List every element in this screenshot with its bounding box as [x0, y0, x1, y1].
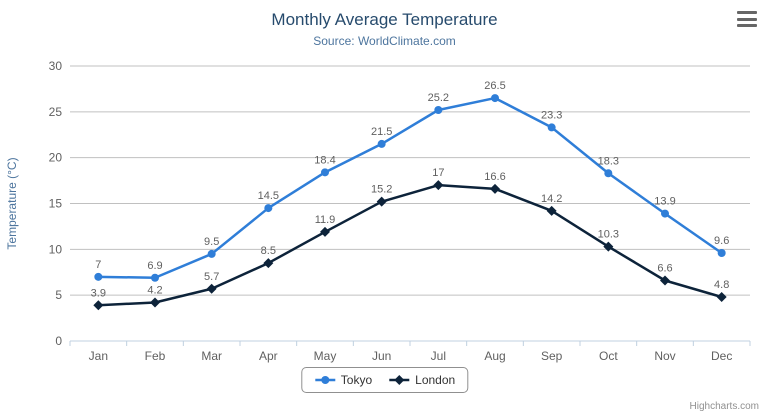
- series-line-london: [97, 183, 723, 307]
- x-axis-tick-label: Sep: [541, 349, 563, 363]
- data-point-tokyo[interactable]: [717, 249, 726, 257]
- data-point-tokyo[interactable]: [94, 272, 103, 281]
- y-axis-tick-label: 25: [49, 105, 63, 119]
- data-label: 14.2: [541, 193, 562, 205]
- legend-item-tokyo[interactable]: Tokyo: [314, 373, 372, 387]
- data-label: 4.2: [147, 285, 162, 297]
- x-axis-tick-label: Dec: [711, 349, 732, 363]
- y-axis-tick-label: 15: [49, 197, 63, 211]
- data-label: 17: [432, 167, 444, 179]
- data-point-london[interactable]: [603, 241, 614, 252]
- data-label: 18.3: [598, 155, 619, 167]
- data-point-london[interactable]: [206, 283, 217, 294]
- y-axis-tick-label: 20: [49, 151, 63, 165]
- diamond-marker-icon: [389, 375, 410, 385]
- data-label: 7: [95, 259, 101, 271]
- hamburger-icon: [737, 11, 757, 14]
- data-label: 26.5: [484, 80, 505, 92]
- circle-marker-icon: [314, 376, 335, 384]
- data-point-tokyo[interactable]: [377, 139, 386, 148]
- data-label: 13.9: [654, 196, 675, 208]
- data-label: 9.6: [714, 235, 729, 247]
- data-label: 23.3: [541, 109, 562, 121]
- data-point-tokyo[interactable]: [434, 106, 443, 114]
- data-point-tokyo[interactable]: [151, 273, 159, 282]
- legend-item-london[interactable]: London: [388, 373, 455, 387]
- x-axis-tick-label: Apr: [259, 349, 278, 363]
- chart-title: Monthly Average Temperature: [271, 10, 498, 29]
- data-point-tokyo[interactable]: [547, 123, 556, 132]
- x-axis-tick-label: Jul: [431, 349, 446, 363]
- y-axis-tick-label: 10: [49, 242, 63, 256]
- data-label: 16.6: [484, 171, 505, 183]
- data-point-london[interactable]: [546, 205, 557, 216]
- hamburger-icon: [737, 24, 757, 27]
- data-point-london[interactable]: [93, 300, 104, 311]
- data-label: 14.5: [258, 190, 279, 202]
- data-label: 10.3: [598, 229, 619, 241]
- legend-label: Tokyo: [340, 373, 373, 387]
- credits-link[interactable]: Highcharts.com: [689, 401, 759, 412]
- data-point-tokyo[interactable]: [264, 204, 273, 213]
- data-label: 6.9: [147, 260, 162, 272]
- y-axis-tick-label: 0: [55, 334, 62, 348]
- data-label: 18.4: [314, 154, 335, 166]
- data-label: 5.7: [204, 271, 219, 283]
- y-axis-tick-label: 30: [49, 59, 63, 73]
- x-axis-tick-label: Mar: [201, 349, 222, 363]
- data-label: 15.2: [371, 184, 392, 196]
- x-axis-tick-label: Jan: [89, 349, 108, 363]
- x-axis-tick-label: May: [314, 349, 337, 363]
- y-axis-tick-label: 5: [55, 288, 62, 302]
- legend: Tokyo London: [300, 367, 469, 393]
- series-line-tokyo: [97, 96, 723, 279]
- data-point-tokyo[interactable]: [604, 169, 613, 178]
- data-label: 21.5: [371, 126, 392, 138]
- chart-subtitle: Source: WorldClimate.com: [313, 34, 456, 48]
- x-axis-tick-label: Nov: [654, 349, 675, 363]
- x-axis-tick-label: Jun: [372, 349, 391, 363]
- data-label: 3.9: [91, 287, 106, 299]
- data-point-tokyo[interactable]: [491, 94, 499, 103]
- data-label: 8.5: [261, 245, 276, 257]
- data-point-london[interactable]: [490, 183, 500, 194]
- data-point-london[interactable]: [320, 226, 330, 237]
- data-point-london[interactable]: [433, 180, 444, 191]
- data-point-tokyo[interactable]: [661, 209, 669, 218]
- legend-label: London: [415, 373, 456, 387]
- data-point-london[interactable]: [263, 258, 274, 269]
- data-point-london[interactable]: [150, 297, 160, 308]
- x-axis-tick-label: Feb: [145, 349, 166, 363]
- data-point-tokyo[interactable]: [321, 168, 329, 177]
- x-axis-tick-label: Aug: [484, 349, 505, 363]
- data-label: 9.5: [204, 236, 219, 248]
- x-axis-tick-label: Oct: [599, 349, 618, 363]
- data-label: 4.8: [714, 279, 729, 291]
- data-point-london[interactable]: [716, 292, 727, 302]
- data-point-tokyo[interactable]: [207, 249, 216, 258]
- data-label: 11.9: [315, 214, 336, 226]
- data-label: 6.6: [657, 263, 672, 275]
- hamburger-icon: [737, 17, 757, 21]
- data-point-london[interactable]: [660, 275, 670, 286]
- data-point-london[interactable]: [376, 196, 387, 207]
- data-label: 25.2: [428, 92, 449, 104]
- export-menu-button[interactable]: [737, 10, 757, 28]
- y-axis-title: Temperature (°C): [5, 157, 19, 249]
